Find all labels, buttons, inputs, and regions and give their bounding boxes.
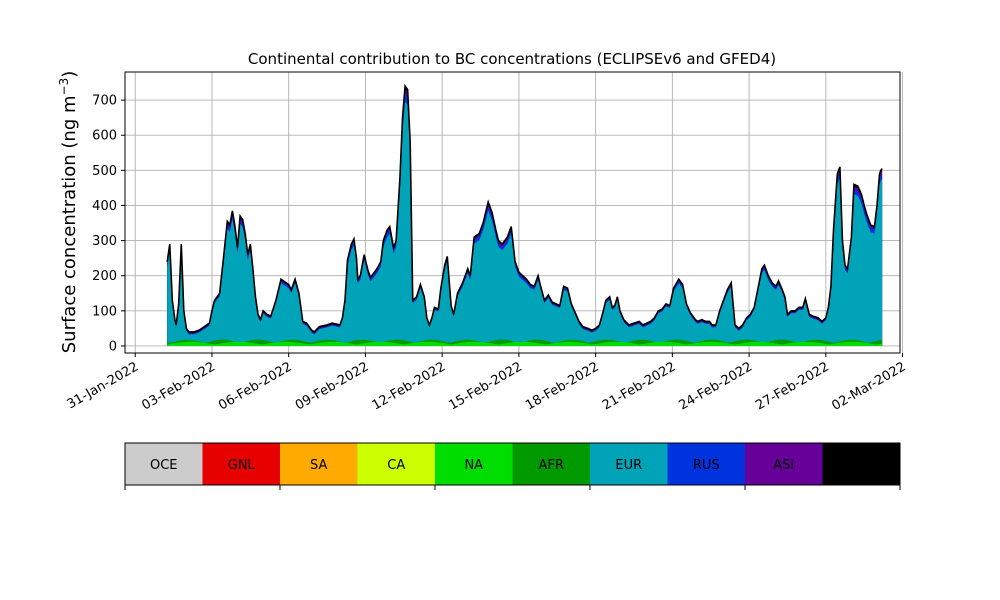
- legend-label-na: NA: [464, 458, 483, 473]
- x-tick-label-5: 15-Feb-2022: [446, 359, 525, 413]
- series-line-total: [166, 83, 883, 333]
- legend-label-sa: SA: [310, 458, 327, 473]
- x-tick-label-4: 12-Feb-2022: [370, 359, 449, 413]
- legend-swatch-eur: [590, 443, 668, 485]
- chart-title: Continental contribution to BC concentra…: [248, 50, 776, 68]
- y-axis-label-close: ): [59, 71, 80, 78]
- y-tick-label-400: 400: [92, 199, 117, 214]
- legend-label-ca: CA: [387, 458, 405, 473]
- legend-frame: [124, 442, 901, 486]
- legend-label-aus: AUS: [848, 458, 875, 473]
- x-tick-label-3: 09-Feb-2022: [293, 359, 372, 413]
- x-tick-label-1: 03-Feb-2022: [139, 359, 218, 413]
- legend-label-gnl: GNL: [228, 458, 256, 473]
- legend-swatch-asi: [745, 443, 823, 485]
- legend-label-eur: EUR: [615, 458, 642, 473]
- y-tick-label-700: 700: [92, 94, 117, 109]
- axes-frame: [124, 71, 901, 354]
- legend-swatch-oce: [125, 443, 203, 485]
- plot-area: 0 100 200 300 400 500 600 700 31-Jan-202203-Feb-…: [65, 71, 909, 414]
- y-tick-label-600: 600: [92, 129, 117, 144]
- y-tick-label-200: 200: [92, 269, 117, 284]
- y-axis-label-text: Surface concentration (ng m: [59, 95, 80, 353]
- legend-swatch-gnl: [202, 443, 280, 485]
- y-axis-label: Surface concentration (ng m−3): [57, 71, 80, 354]
- x-tick-label-10: 02-Mar-2022: [829, 359, 908, 413]
- x-tick-label-0: 31-Jan-2022: [65, 359, 142, 412]
- legend-label-afr: AFR: [539, 458, 564, 473]
- legend-swatch-afr: [512, 443, 590, 485]
- legend-label-rus: RUS: [693, 458, 720, 473]
- legend-swatch-na: [435, 443, 513, 485]
- y-axis-label-superscript: −3: [57, 78, 71, 96]
- legend-label-asi: ASI: [773, 458, 794, 473]
- legend-swatch-aus: [822, 443, 900, 485]
- y-tick-label-300: 300: [92, 234, 117, 249]
- legend-colorbar: OCE GNL SA CA NA AFR EUR RUS ASI AUS: [124, 442, 901, 490]
- legend-label-oce: OCE: [150, 458, 178, 473]
- legend-swatch-rus: [667, 443, 745, 485]
- legend-swatch-sa: [280, 443, 358, 485]
- series-area-eur: [167, 101, 883, 346]
- x-tick-label-6: 18-Feb-2022: [523, 359, 602, 413]
- series-area-na: [167, 341, 883, 346]
- x-tick-label-8: 24-Feb-2022: [677, 359, 756, 413]
- x-tick-label-7: 21-Feb-2022: [600, 359, 679, 413]
- y-tick-label-500: 500: [92, 164, 117, 179]
- y-tick-label-100: 100: [92, 304, 117, 319]
- y-tick-label-0: 0: [109, 339, 117, 354]
- x-tick-label-2: 06-Feb-2022: [216, 359, 295, 413]
- legend-swatch-ca: [357, 443, 435, 485]
- x-tick-label-9: 27-Feb-2022: [753, 359, 832, 413]
